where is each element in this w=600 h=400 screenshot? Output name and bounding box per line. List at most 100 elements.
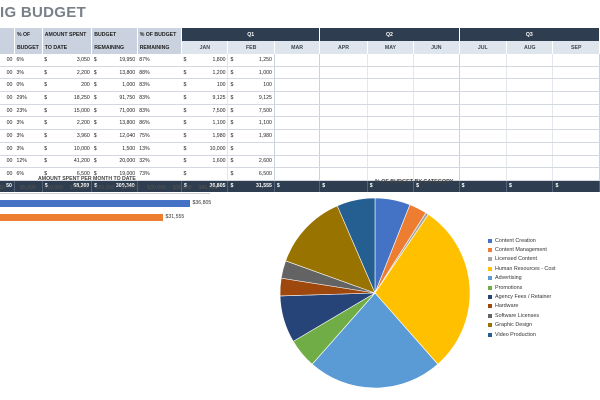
bar-axis-tick: $15,000 — [69, 185, 89, 191]
currency-symbol: $ — [93, 120, 97, 127]
row-month-empty[interactable] — [274, 155, 321, 169]
currency-symbol: $ — [44, 56, 48, 63]
currency-symbol: $ — [183, 132, 187, 139]
row-month-empty[interactable] — [552, 155, 600, 169]
row-month-empty[interactable] — [552, 66, 600, 80]
row-month-empty[interactable] — [413, 78, 460, 93]
row-month-empty[interactable] — [319, 142, 368, 156]
row-pct-budget: 29% — [14, 91, 43, 105]
row-month-empty[interactable] — [274, 104, 321, 118]
row-month-empty[interactable] — [274, 116, 321, 131]
row-month-empty[interactable] — [413, 91, 460, 105]
row-month-empty[interactable] — [506, 54, 554, 67]
row-pct-budget: 6% — [14, 54, 43, 67]
row-month-empty[interactable] — [413, 116, 460, 131]
total-month-empty: $ — [506, 180, 554, 192]
row-month-empty[interactable] — [367, 167, 415, 181]
row-month-empty[interactable] — [274, 142, 321, 156]
row-month-empty[interactable] — [413, 155, 460, 169]
row-budget-cell: 00 — [0, 104, 15, 118]
row-budget-remaining: $20,000 — [91, 155, 138, 169]
currency-symbol: $ — [461, 183, 465, 190]
row-month-empty[interactable] — [552, 104, 600, 118]
cell-value: 10,000 — [73, 145, 90, 152]
row-month-empty[interactable] — [274, 91, 321, 105]
row-month-empty[interactable] — [413, 66, 460, 80]
row-month-empty[interactable] — [552, 78, 600, 93]
row-month-empty[interactable] — [367, 78, 415, 93]
table-row: 00 0% $200 $1,000 83% $100 $100 — [0, 78, 600, 93]
row-month-empty[interactable] — [319, 91, 368, 105]
row-month-empty[interactable] — [459, 142, 508, 156]
cell-value: 13,800 — [119, 120, 136, 127]
cell-value: 15,000 — [73, 107, 90, 114]
row-month-empty[interactable] — [319, 66, 368, 80]
row-budget-remaining: $71,000 — [91, 104, 138, 118]
row-month-empty[interactable] — [367, 54, 415, 67]
row-month-empty[interactable] — [274, 167, 321, 181]
row-month-empty[interactable] — [367, 66, 415, 80]
row-amount-spent: $10,000 — [42, 142, 92, 156]
row-month-empty[interactable] — [367, 116, 415, 131]
row-month-feb: $2,600 — [227, 155, 275, 169]
row-month-empty[interactable] — [367, 104, 415, 118]
bar-feb — [0, 214, 163, 221]
row-month-empty[interactable] — [459, 78, 508, 93]
row-month-empty[interactable] — [319, 116, 368, 131]
cell-value: 71,000 — [119, 107, 136, 114]
row-month-empty[interactable] — [459, 66, 508, 80]
bar-chart-plot-area: $36,805 $31,555 — [0, 193, 211, 234]
row-month-empty[interactable] — [274, 78, 321, 93]
row-month-empty[interactable] — [552, 54, 600, 67]
row-month-empty[interactable] — [367, 91, 415, 105]
row-month-empty[interactable] — [319, 104, 368, 118]
row-month-empty[interactable] — [552, 116, 600, 131]
quarter-header-q2: Q2 — [319, 28, 460, 41]
row-month-empty[interactable] — [413, 142, 460, 156]
legend-swatch — [488, 257, 492, 262]
row-month-empty[interactable] — [413, 104, 460, 118]
row-month-empty[interactable] — [274, 66, 321, 80]
row-month-empty[interactable] — [274, 129, 321, 143]
row-month-empty[interactable] — [459, 155, 508, 169]
currency-symbol: $ — [44, 82, 48, 89]
row-month-empty[interactable] — [459, 54, 508, 67]
row-month-empty[interactable] — [413, 167, 460, 181]
row-month-empty[interactable] — [367, 155, 415, 169]
row-month-empty[interactable] — [459, 91, 508, 105]
row-month-empty[interactable] — [319, 167, 368, 181]
row-month-feb: $1,980 — [227, 129, 275, 143]
row-month-empty[interactable] — [506, 116, 554, 131]
row-month-empty[interactable] — [552, 142, 600, 156]
row-month-empty[interactable] — [506, 167, 554, 181]
row-month-empty[interactable] — [319, 155, 368, 169]
row-month-empty[interactable] — [459, 129, 508, 143]
row-month-jan: $7,500 — [181, 104, 229, 118]
bar-axis-tick: $35,000 — [172, 185, 192, 191]
row-month-empty[interactable] — [413, 129, 460, 143]
row-month-empty[interactable] — [552, 129, 600, 143]
row-month-empty[interactable] — [506, 142, 554, 156]
row-month-empty[interactable] — [274, 54, 321, 67]
row-month-empty[interactable] — [552, 167, 600, 181]
row-month-empty[interactable] — [506, 66, 554, 80]
row-month-empty[interactable] — [319, 54, 368, 67]
row-month-empty[interactable] — [459, 104, 508, 118]
row-month-empty[interactable] — [506, 78, 554, 93]
row-month-jan: $1,200 — [181, 66, 229, 80]
cell-value: 36,805 — [209, 183, 226, 190]
row-month-empty[interactable] — [367, 129, 415, 143]
row-month-empty[interactable] — [413, 54, 460, 67]
row-month-empty[interactable] — [459, 167, 508, 181]
row-month-empty[interactable] — [367, 142, 415, 156]
row-month-empty[interactable] — [552, 91, 600, 105]
row-month-empty[interactable] — [459, 116, 508, 131]
row-month-empty[interactable] — [506, 104, 554, 118]
row-month-empty[interactable] — [319, 129, 368, 143]
cell-value: 1,100 — [258, 120, 272, 127]
cell-value: 7,500 — [212, 107, 226, 114]
row-month-empty[interactable] — [506, 91, 554, 105]
row-month-empty[interactable] — [506, 129, 554, 143]
row-month-empty[interactable] — [506, 155, 554, 169]
row-month-empty[interactable] — [319, 78, 368, 93]
